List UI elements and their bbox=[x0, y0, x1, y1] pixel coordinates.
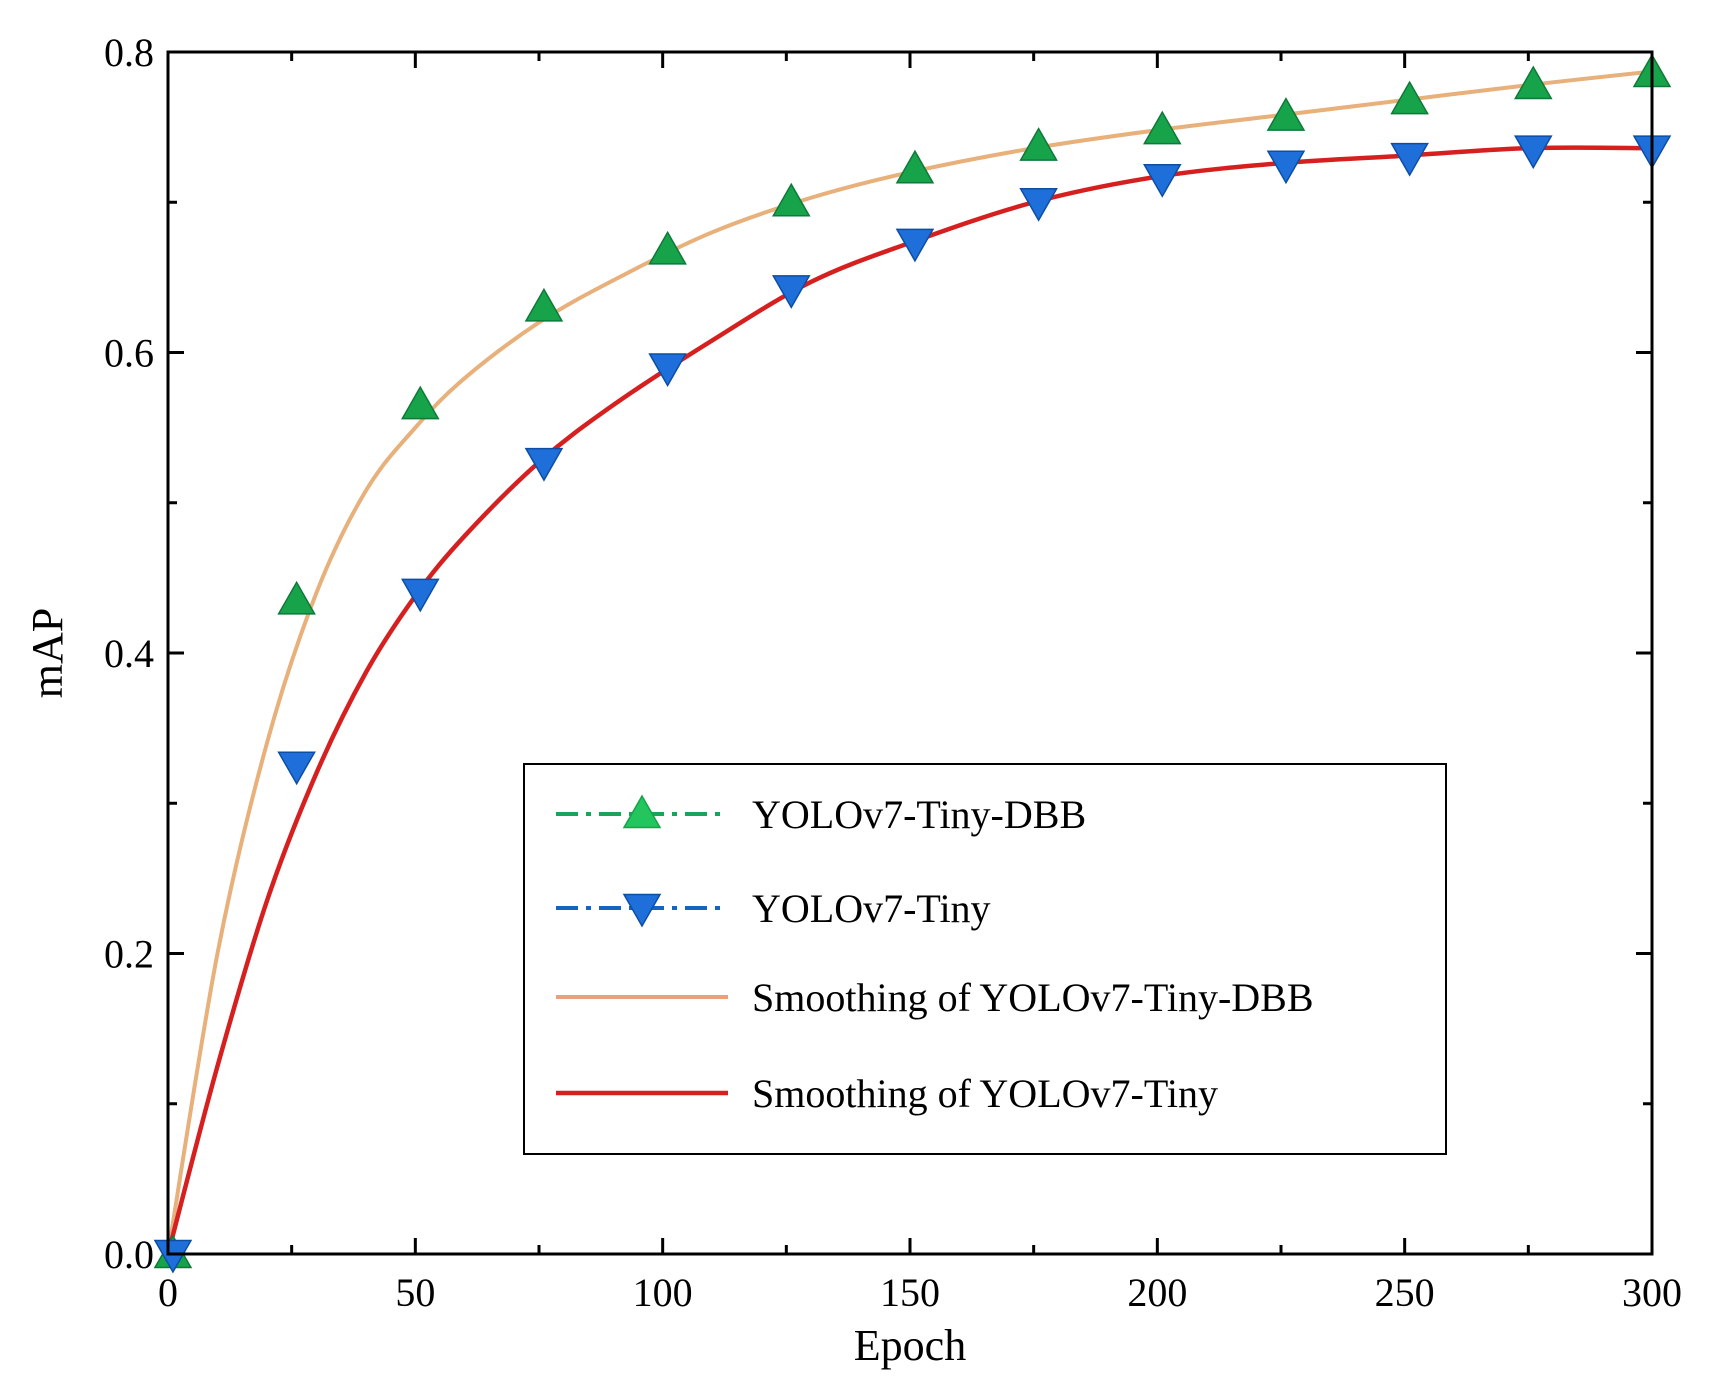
marker-tiny bbox=[277, 751, 316, 786]
plot-area bbox=[153, 53, 1672, 1274]
marker-tiny bbox=[1142, 163, 1182, 198]
marker-dbb bbox=[895, 149, 935, 184]
x-tick-label: 0 bbox=[158, 1270, 178, 1315]
legend-label-tiny: YOLOv7-Tiny bbox=[752, 886, 991, 931]
marker-dbb bbox=[1142, 110, 1182, 145]
x-tick-label: 150 bbox=[880, 1270, 940, 1315]
marker-tiny bbox=[400, 578, 440, 613]
marker-tiny bbox=[1390, 142, 1429, 177]
marker-dbb bbox=[1266, 97, 1306, 131]
legend-label-dbb: YOLOv7-Tiny-DBB bbox=[752, 792, 1086, 837]
legend-sample-marker-dbb bbox=[622, 794, 662, 829]
y-tick-label: 0.0 bbox=[104, 1232, 154, 1277]
x-tick-label: 250 bbox=[1375, 1270, 1435, 1315]
y-tick-label: 0.2 bbox=[104, 932, 154, 977]
marker-tiny bbox=[153, 1239, 193, 1274]
marker-tiny bbox=[524, 447, 564, 482]
x-tick-label: 200 bbox=[1127, 1270, 1187, 1315]
legend-label-smooth-dbb: Smoothing of YOLOv7-Tiny-DBB bbox=[752, 975, 1314, 1020]
legend-sample-marker-tiny bbox=[622, 893, 662, 928]
marker-tiny bbox=[1513, 135, 1553, 170]
marker-tiny bbox=[771, 275, 811, 309]
x-tick-label: 300 bbox=[1622, 1270, 1682, 1315]
y-axis-title: mAP bbox=[23, 608, 72, 698]
legend-label-smooth-tiny: Smoothing of YOLOv7-Tiny bbox=[752, 1071, 1218, 1116]
marker-dbb bbox=[1019, 127, 1058, 161]
marker-dbb bbox=[648, 230, 687, 265]
marker-dbb bbox=[1390, 80, 1429, 115]
marker-tiny bbox=[648, 353, 687, 388]
marker-dbb bbox=[771, 182, 811, 217]
y-tick-label: 0.6 bbox=[104, 331, 154, 376]
marker-dbb bbox=[524, 287, 564, 322]
x-axis-title: Epoch bbox=[854, 1321, 966, 1370]
legend: YOLOv7-Tiny-DBB YOLOv7-Tiny Smoothing of… bbox=[523, 763, 1447, 1155]
y-tick-label: 0.4 bbox=[104, 631, 154, 676]
marker-tiny bbox=[1019, 188, 1058, 222]
marker-dbb bbox=[277, 580, 316, 615]
marker-tiny bbox=[895, 228, 935, 263]
x-tick-label: 50 bbox=[395, 1270, 435, 1315]
axis-ticks: 0 50 100 150 200 250 300 0.0 0.2 0.4 0.6 0.8 bbox=[104, 30, 1682, 1315]
y-tick-label: 0.8 bbox=[104, 30, 154, 75]
marker-dbb bbox=[1513, 65, 1553, 100]
legend-samples bbox=[556, 794, 728, 1096]
marker-dbb bbox=[400, 385, 440, 420]
x-tick-label: 100 bbox=[633, 1270, 693, 1315]
legend-box bbox=[523, 763, 1447, 1155]
marker-tiny bbox=[1266, 150, 1306, 185]
